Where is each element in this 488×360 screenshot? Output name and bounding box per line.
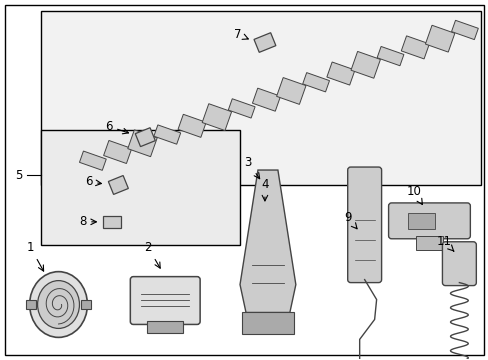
Bar xyxy=(242,312,293,334)
Polygon shape xyxy=(276,77,305,104)
Text: 7: 7 xyxy=(234,28,248,41)
Bar xyxy=(147,321,183,333)
Polygon shape xyxy=(350,51,380,78)
Text: 11: 11 xyxy=(436,235,453,251)
Polygon shape xyxy=(252,88,280,111)
Polygon shape xyxy=(103,216,121,228)
Polygon shape xyxy=(127,130,157,157)
Bar xyxy=(407,213,435,229)
Polygon shape xyxy=(425,25,454,52)
Text: 2: 2 xyxy=(144,241,160,268)
Text: 6: 6 xyxy=(104,120,128,134)
Ellipse shape xyxy=(30,272,87,337)
Polygon shape xyxy=(253,33,275,52)
FancyBboxPatch shape xyxy=(347,167,381,283)
FancyBboxPatch shape xyxy=(442,242,475,285)
Polygon shape xyxy=(376,46,403,66)
Bar xyxy=(81,300,91,310)
Polygon shape xyxy=(240,170,295,312)
Polygon shape xyxy=(80,151,106,170)
Polygon shape xyxy=(401,36,428,59)
Ellipse shape xyxy=(38,280,80,328)
Text: 9: 9 xyxy=(343,211,356,229)
Polygon shape xyxy=(450,20,477,40)
Polygon shape xyxy=(108,176,128,194)
Polygon shape xyxy=(202,104,231,131)
Polygon shape xyxy=(103,140,131,163)
Bar xyxy=(415,236,443,250)
Polygon shape xyxy=(326,62,354,85)
Polygon shape xyxy=(302,73,329,92)
FancyBboxPatch shape xyxy=(130,276,200,324)
Bar xyxy=(41,11,480,185)
Text: 8: 8 xyxy=(79,215,96,228)
Polygon shape xyxy=(228,99,255,118)
Text: 6: 6 xyxy=(84,175,101,189)
Polygon shape xyxy=(154,125,180,144)
Text: 5: 5 xyxy=(15,168,22,181)
Text: 3: 3 xyxy=(244,156,259,179)
Text: 10: 10 xyxy=(406,185,422,204)
Text: 4: 4 xyxy=(261,179,268,201)
Text: 1: 1 xyxy=(27,241,43,271)
Bar xyxy=(41,130,240,245)
Polygon shape xyxy=(135,128,155,147)
Polygon shape xyxy=(178,114,206,138)
Bar xyxy=(25,300,36,310)
FancyBboxPatch shape xyxy=(388,203,469,239)
